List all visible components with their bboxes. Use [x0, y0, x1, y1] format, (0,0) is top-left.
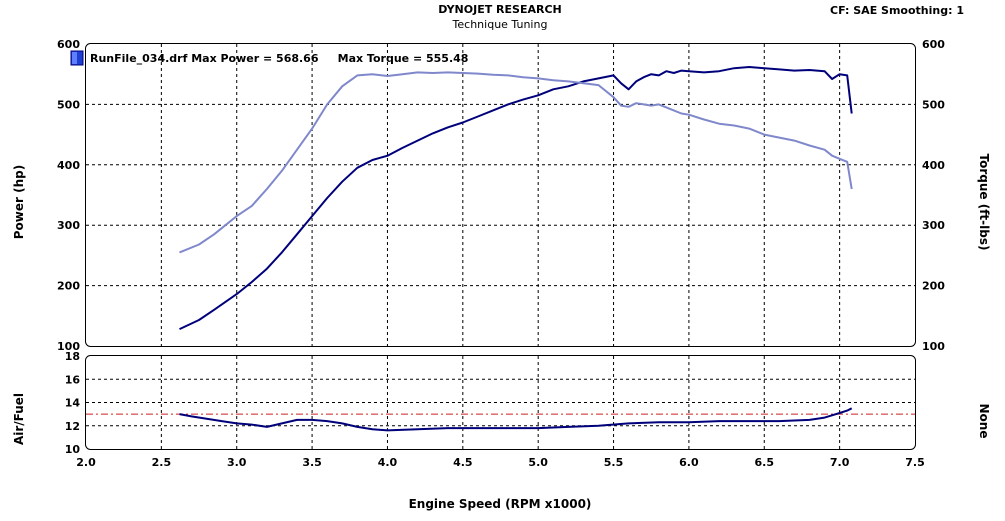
torque-tick-label: 600 [922, 38, 945, 51]
torque-curve [179, 71, 853, 254]
afr-tick-label: 12 [65, 420, 80, 433]
main-grid [86, 44, 915, 346]
power-tick-label: 300 [57, 219, 80, 232]
afr-tick-label: 14 [65, 397, 81, 410]
afr-tick-label: 16 [65, 373, 81, 386]
x-tick-label: 2.5 [152, 456, 172, 469]
torque-tick-label: 400 [922, 159, 945, 172]
x-tick-label: 4.5 [453, 456, 473, 469]
power-torque-plot: 100 200 300 400 500 600 100 200 300 400 500 600 Ru… [57, 38, 945, 353]
x-tick-label: 4.0 [378, 456, 398, 469]
main-plot-frame [85, 43, 916, 347]
power-tick-label: 200 [57, 280, 80, 293]
power-tick-label: 500 [57, 98, 80, 111]
torque-tick-label: 500 [922, 98, 945, 111]
power-tick-label: 400 [57, 159, 80, 172]
torque-tick-label: 200 [922, 280, 945, 293]
afr-tick-label: 18 [65, 350, 80, 363]
x-tick-label: 7.0 [830, 456, 850, 469]
chart-subtitle: Technique Tuning [452, 18, 548, 31]
x-tick-label: 5.0 [528, 456, 548, 469]
afr-tick-label: 10 [65, 443, 81, 456]
x-tick-label: 3.0 [227, 456, 247, 469]
x-tick-label: 3.5 [302, 456, 322, 469]
power-tick-label: 100 [57, 340, 80, 353]
x-tick-label: 6.0 [679, 456, 699, 469]
x-tick-label: 2.0 [76, 456, 96, 469]
x-tick-label: 5.5 [604, 456, 624, 469]
x-tick-label: 7.5 [905, 456, 925, 469]
torque-tick-label: 100 [922, 340, 945, 353]
cf-smoothing-info: CF: SAE Smoothing: 1 [830, 4, 964, 17]
air-fuel-curve [179, 407, 853, 432]
power-axis-title: Power (hp) [12, 165, 26, 239]
power-tick-label: 600 [57, 38, 80, 51]
legend-label: RunFile_034.drf Max Power = 568.66 Max T… [90, 52, 468, 65]
chart-title: DYNOJET RESEARCH [438, 3, 561, 16]
torque-tick-label: 300 [922, 219, 945, 232]
power-curve [179, 66, 853, 331]
none-axis-title: None [977, 404, 991, 439]
legend-swatch-highlight [72, 52, 77, 64]
afr-grid [86, 356, 915, 449]
air-fuel-axis-title: Air/Fuel [12, 393, 26, 445]
x-tick-label: 6.5 [755, 456, 775, 469]
torque-axis-title: Torque (ft-lbs) [977, 154, 991, 251]
air-fuel-plot: 10 12 14 16 18 [65, 350, 916, 456]
x-axis-title: Engine Speed (RPM x1000) [409, 497, 592, 511]
